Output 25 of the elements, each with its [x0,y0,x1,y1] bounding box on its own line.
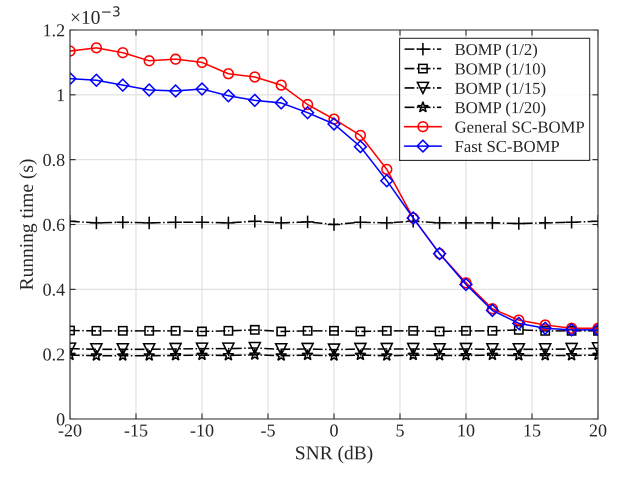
y-tick-label: 1 [58,89,64,102]
x-tick-label: -15 [124,424,148,437]
x-tick-label: 20 [590,424,606,437]
y-tick-label: 0.4 [43,284,65,296]
y-axis-title: Running time (s) [19,159,38,290]
legend-label: BOMP (1/15) [455,82,546,98]
y-tick-label: 0 [56,413,64,426]
legend-label: Fast SC-BOMP [455,140,560,152]
legend-label: General SC-BOMP [455,120,584,133]
y-tick-label: 0.2 [43,348,64,361]
x-tick-label: 5 [396,424,404,437]
x-tick-label: -5 [261,424,275,437]
x-axis-title: SNR (dB) [296,446,372,464]
x-tick-label: 0 [330,424,338,437]
y-tick-label: 1.2 [44,24,64,37]
text: ×10$^{−3}$ [72,6,120,24]
x-tick-label: 10 [458,424,474,437]
x-tick-label: -20 [58,424,82,437]
y-tick-label: 0.8 [43,154,64,166]
x-tick-label: -10 [190,424,214,437]
legend-label: BOMP (1/20) [455,102,546,117]
y-tick-label: 0.6 [43,218,65,232]
x-tick-label: 15 [524,424,540,437]
legend-label: BOMP (1/10) [455,62,546,78]
legend-label: BOMP (1/2) [455,43,538,59]
